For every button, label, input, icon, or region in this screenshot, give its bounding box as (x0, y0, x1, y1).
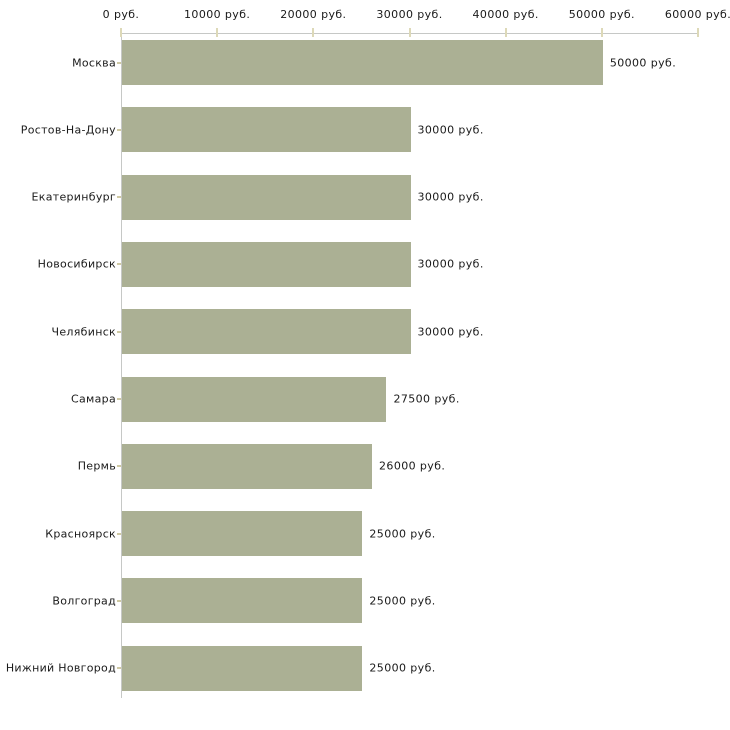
bar-row: Нижний Новгород 25000 руб. (0, 645, 730, 691)
bar (122, 376, 387, 422)
bar (122, 241, 411, 287)
bar-row: Челябинск 30000 руб. (0, 309, 730, 355)
category-label: Нижний Новгород (5, 661, 116, 675)
category-label: Новосибирск (37, 257, 116, 271)
y-axis-tick-mark (117, 599, 121, 602)
y-axis-tick-mark (117, 128, 121, 131)
y-axis-tick-mark (117, 263, 121, 266)
x-axis-tick-mark (697, 28, 699, 37)
x-axis-tick-label: 0 руб. (102, 8, 140, 21)
bar-row: Самара 27500 руб. (0, 376, 730, 422)
x-axis-tick-label: 50000 руб. (568, 8, 635, 21)
value-label: 27500 руб. (393, 392, 460, 406)
y-axis-tick-mark (117, 532, 121, 535)
y-axis-tick-mark (117, 465, 121, 468)
bar-row: Пермь 26000 руб. (0, 443, 730, 489)
bar-row: Волгоград 25000 руб. (0, 578, 730, 624)
bar-row: Москва 50000 руб. (0, 40, 730, 85)
value-label: 50000 руб. (609, 56, 677, 69)
x-axis-tick-mark (312, 28, 315, 37)
y-axis-tick-mark (117, 330, 121, 333)
x-axis-tick-mark (600, 28, 603, 37)
bar (122, 511, 363, 557)
bar (122, 443, 373, 489)
x-axis-tick-mark (504, 28, 507, 37)
bar-row: Ростов-На-Дону 30000 руб. (0, 107, 730, 153)
y-axis-tick-mark (117, 667, 121, 670)
value-label: 30000 руб. (417, 123, 484, 137)
category-label: Волгоград (52, 594, 116, 608)
bar (122, 645, 363, 691)
value-label: 30000 руб. (417, 190, 484, 204)
x-axis-tick-label: 30000 руб. (376, 8, 443, 21)
bar-row: Красноярск 25000 руб. (0, 511, 730, 557)
category-label: Екатеринбург (31, 190, 116, 204)
value-label: 30000 руб. (417, 257, 484, 271)
bar (122, 107, 411, 153)
category-label: Самара (71, 392, 116, 406)
y-axis-tick-mark (117, 196, 121, 199)
bar-row: Екатеринбург 30000 руб. (0, 174, 730, 220)
value-label: 26000 руб. (379, 459, 446, 473)
value-label: 30000 руб. (417, 325, 484, 339)
x-axis-tick-label: 10000 руб. (184, 8, 251, 21)
x-axis-tick-label: 20000 руб. (280, 8, 347, 21)
value-label: 25000 руб. (369, 661, 436, 675)
y-axis-tick-mark (117, 61, 121, 64)
bar (122, 174, 411, 220)
category-label: Красноярск (45, 527, 116, 541)
bar (122, 578, 363, 624)
x-axis-tick-mark (216, 28, 219, 37)
bar (122, 40, 603, 85)
value-label: 25000 руб. (369, 594, 436, 608)
bar-row: Новосибирск 30000 руб. (0, 241, 730, 287)
value-label: 25000 руб. (369, 527, 436, 541)
x-axis-tick-mark (120, 28, 122, 37)
x-axis-tick-label: 40000 руб. (472, 8, 539, 21)
x-axis-tick-mark (408, 28, 411, 37)
category-label: Ростов-На-Дону (20, 123, 116, 137)
category-label: Москва (72, 56, 116, 69)
y-axis-tick-mark (117, 398, 121, 400)
category-label: Пермь (77, 459, 116, 473)
category-label: Челябинск (51, 325, 116, 339)
bar (122, 309, 411, 355)
x-axis-tick-label: 60000 руб. (664, 8, 730, 21)
